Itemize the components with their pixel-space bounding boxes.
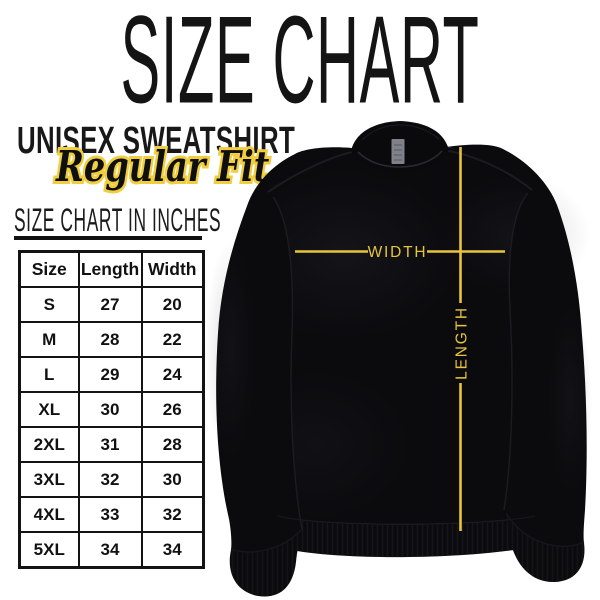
header-row: Size Length Width [18,250,205,288]
right-sleeve [446,144,587,583]
cell-length: 32 [77,461,143,498]
table-row: L 29 24 [18,356,205,393]
cell-width: 26 [140,391,205,428]
cell-width: 28 [140,426,205,463]
cell-size: 5XL [18,531,80,569]
length-label: LENGTH [454,306,471,380]
hem-seam [277,515,536,525]
left-sleeve-seam [272,196,303,531]
cell-length: 31 [77,426,143,463]
measurement-overlay: WIDTH LENGTH [295,147,505,531]
right-shoulder-highlight [442,149,533,191]
left-sleeve [216,147,352,597]
cell-size: 2XL [18,426,80,463]
table-row: M 28 22 [18,321,205,358]
table-row: S 27 20 [18,286,205,323]
cell-length: 34 [77,531,143,569]
hem-rib-texture [278,516,535,558]
cell-size: M [18,321,80,358]
cell-width: 34 [140,531,205,569]
width-label: WIDTH [368,244,428,261]
cell-length: 28 [77,321,143,358]
cell-width: 32 [140,496,205,533]
col-header-length: Length [77,250,143,288]
size-table-body: S 27 20 M 28 22 L 29 24 XL 30 26 2XL 31 … [18,286,205,569]
section-heading-underline [14,236,202,240]
col-header-width: Width [140,250,205,288]
cell-width: 24 [140,356,205,393]
right-sleeve-seam [503,192,529,511]
cell-size: XL [18,391,80,428]
cell-length: 29 [77,356,143,393]
right-sleeve-sheen [548,305,592,495]
cell-size: 4XL [18,496,80,533]
section-heading: SIZE CHART IN INCHES [14,202,222,239]
neck-tag [391,139,405,164]
size-table: Size Length Width S 27 20 M 28 22 L 29 2… [18,250,205,569]
left-sleeve-sheen [205,240,255,460]
fit-label-outline: Regular Fit [54,142,272,191]
cell-length: 30 [77,391,143,428]
collar-inner-rim [357,150,443,168]
cell-size: S [18,286,80,323]
table-row: 5XL 34 34 [18,531,205,569]
left-shoulder-highlight [267,150,358,193]
right-cuff-rib [505,512,585,583]
table-row: 2XL 31 28 [18,426,205,463]
fit-label-text: Regular Fit [56,142,270,191]
col-header-size: Size [18,250,80,288]
page-title: SIZE CHART [120,0,480,130]
table-row: 4XL 33 32 [18,496,205,533]
table-row: XL 30 26 [18,391,205,428]
cell-width: 20 [140,286,205,323]
left-cuff-rib [229,531,301,596]
collar-top-rim [361,124,440,141]
cell-size: L [18,356,80,393]
cell-size: 3XL [18,461,80,498]
product-subtitle: UNISEX SWEATSHIRT [17,120,296,162]
cell-width: 30 [140,461,205,498]
fit-label: Regular Fit Regular Fit [54,142,272,191]
right-cuff-seam [505,512,585,548]
cell-length: 27 [77,286,143,323]
left-cuff-seam [230,529,302,553]
cell-length: 33 [77,496,143,533]
cell-width: 22 [140,321,205,358]
table-row: 3XL 32 30 [18,461,205,498]
sweatshirt-illustration: WIDTH LENGTH [205,121,592,597]
size-table-header: Size Length Width [18,250,205,288]
